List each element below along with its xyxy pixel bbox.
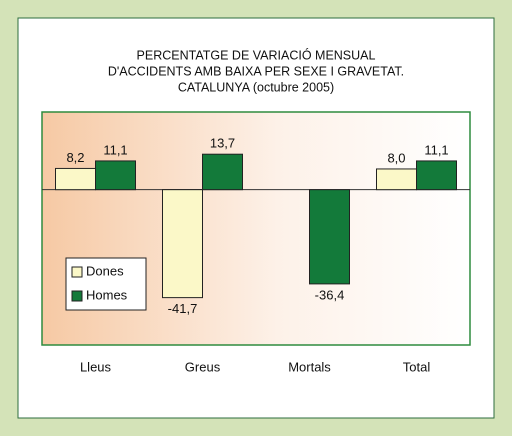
data-label: 13,7 xyxy=(210,136,235,151)
bar xyxy=(202,153,243,191)
data-label: 11,1 xyxy=(424,142,448,157)
data-label: 8,2 xyxy=(66,150,84,165)
chart-title: CATALUNYA (octubre 2005) xyxy=(178,80,334,94)
bar xyxy=(416,160,457,191)
data-label: 8,0 xyxy=(387,150,405,165)
legend-label: Homes xyxy=(86,287,128,302)
bar xyxy=(55,167,96,191)
chart-title: D'ACCIDENTS AMB BAIXA PER SEXE I GRAVETA… xyxy=(108,64,404,78)
x-tick-label: Lleus xyxy=(80,359,112,374)
legend-label: Dones xyxy=(86,263,124,278)
legend-swatch xyxy=(71,290,83,302)
data-label: 11,1 xyxy=(103,142,127,157)
x-tick-label: Total xyxy=(403,359,431,374)
bar xyxy=(309,189,350,285)
data-label: -41,7 xyxy=(168,301,198,316)
x-tick-label: Mortals xyxy=(288,359,331,374)
bar xyxy=(95,160,136,191)
data-label: -36,4 xyxy=(315,287,345,302)
x-tick-label: Greus xyxy=(185,359,221,374)
bar xyxy=(376,168,417,191)
chart-title: PERCENTATGE DE VARIACIÓ MENSUAL xyxy=(137,47,376,62)
bar xyxy=(162,189,203,299)
legend-swatch xyxy=(71,266,83,278)
